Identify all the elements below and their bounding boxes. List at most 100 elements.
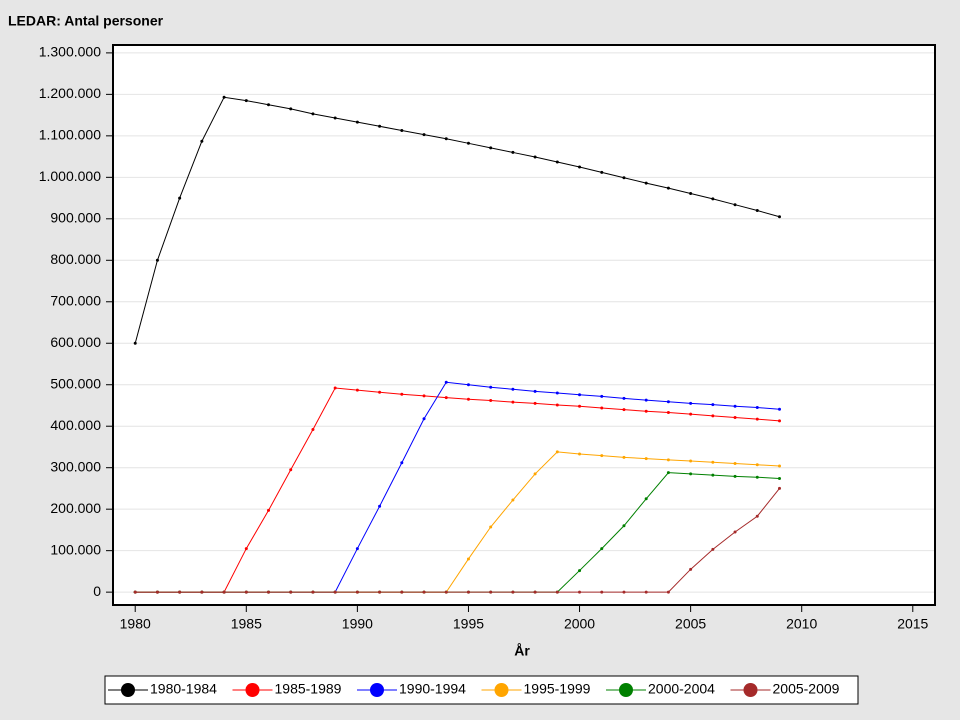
data-point: [267, 590, 271, 594]
data-point: [200, 139, 204, 143]
legend-label: 1985-1989: [275, 681, 342, 697]
data-point: [777, 476, 781, 480]
plot-frame: [112, 44, 936, 606]
data-point: [755, 406, 759, 410]
data-point: [777, 215, 781, 219]
legend-label: 1990-1994: [399, 681, 466, 697]
data-point: [711, 460, 715, 464]
data-point: [200, 590, 204, 594]
data-point: [578, 452, 582, 456]
legend-label: 2005-2009: [773, 681, 840, 697]
x-tick-label: 2015: [897, 616, 928, 632]
data-point: [444, 380, 448, 384]
data-point: [777, 407, 781, 411]
data-point: [444, 137, 448, 141]
data-point: [244, 590, 248, 594]
data-point: [400, 590, 404, 594]
data-point: [555, 590, 559, 594]
data-point: [622, 176, 626, 180]
data-point: [244, 547, 248, 551]
data-point: [755, 209, 759, 213]
data-point: [622, 396, 626, 400]
data-point: [644, 398, 648, 402]
x-axis-label: År: [514, 643, 530, 659]
data-point: [355, 120, 359, 124]
data-point: [600, 406, 604, 410]
y-tick-label: 700.000: [50, 292, 101, 308]
data-point: [711, 473, 715, 477]
data-point: [222, 95, 226, 99]
data-point: [289, 107, 293, 111]
x-tick-label: 2005: [675, 616, 706, 632]
data-point: [644, 590, 648, 594]
data-point: [533, 472, 537, 476]
data-point: [733, 416, 737, 420]
data-point: [489, 385, 493, 389]
legend-label: 2000-2004: [648, 681, 715, 697]
data-point: [777, 464, 781, 468]
data-point: [133, 341, 137, 345]
data-point: [422, 133, 426, 137]
data-point: [400, 128, 404, 132]
y-tick-label: 1.300.000: [39, 44, 101, 60]
data-point: [622, 590, 626, 594]
y-tick-label: 200.000: [50, 500, 101, 516]
data-point: [378, 590, 382, 594]
data-point: [444, 590, 448, 594]
x-tick-label: 1990: [342, 616, 373, 632]
data-point: [578, 569, 582, 573]
data-point: [689, 567, 693, 571]
data-point: [533, 389, 537, 393]
data-point: [400, 392, 404, 396]
data-point: [378, 124, 382, 128]
data-point: [578, 165, 582, 169]
data-point: [333, 116, 337, 120]
y-tick-label: 100.000: [50, 541, 101, 557]
y-tick-label: 300.000: [50, 458, 101, 474]
data-point: [755, 475, 759, 479]
x-tick-label: 2010: [786, 616, 817, 632]
data-point: [755, 514, 759, 518]
data-point: [289, 590, 293, 594]
data-point: [689, 472, 693, 476]
data-point: [600, 454, 604, 458]
plot-area: [113, 45, 935, 605]
data-point: [466, 590, 470, 594]
data-point: [178, 590, 182, 594]
series-line: [135, 387, 780, 593]
data-point: [422, 590, 426, 594]
data-point: [666, 458, 670, 462]
data-point: [644, 181, 648, 185]
data-point: [600, 394, 604, 398]
data-point: [178, 196, 182, 200]
data-point: [222, 590, 226, 594]
data-point: [511, 150, 515, 154]
data-point: [711, 414, 715, 418]
y-tick-label: 0: [93, 583, 101, 599]
y-tick-label: 500.000: [50, 375, 101, 391]
data-point: [555, 403, 559, 407]
y-tick-label: 400.000: [50, 417, 101, 433]
data-point: [511, 387, 515, 391]
data-point: [378, 504, 382, 508]
data-point: [489, 146, 493, 150]
data-point: [666, 590, 670, 594]
data-point: [355, 547, 359, 551]
data-point: [666, 186, 670, 190]
data-point: [267, 103, 271, 107]
data-point: [622, 455, 626, 459]
data-point: [155, 590, 159, 594]
data-point: [333, 386, 337, 390]
data-point: [711, 547, 715, 551]
data-point: [711, 197, 715, 201]
y-tick-label: 1.000.000: [39, 168, 101, 184]
data-point: [644, 409, 648, 413]
data-point: [533, 401, 537, 405]
legend-marker: [121, 683, 135, 697]
data-point: [511, 400, 515, 404]
data-point: [733, 404, 737, 408]
data-point: [489, 525, 493, 529]
legend-marker: [370, 683, 384, 697]
data-point: [466, 141, 470, 145]
